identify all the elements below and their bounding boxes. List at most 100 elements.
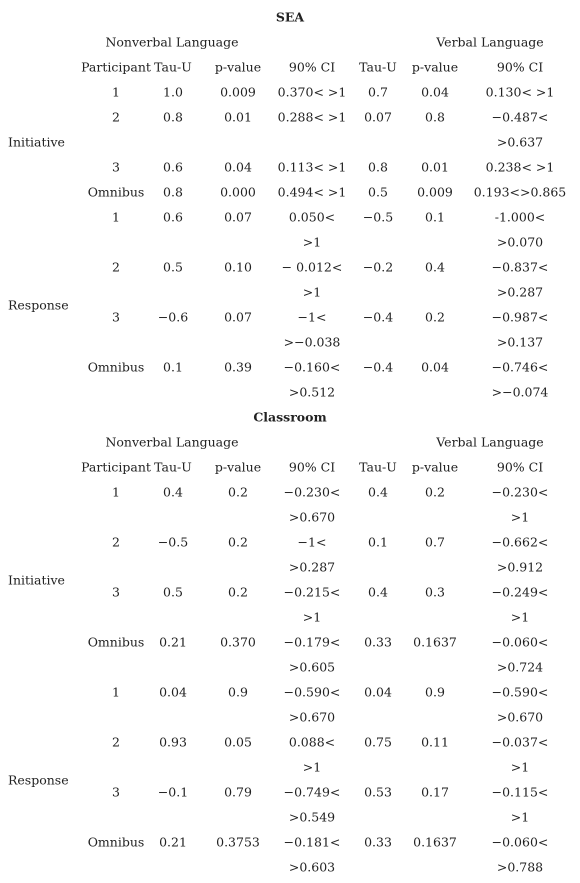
cell: 0.370 [220,634,256,650]
cell: 0.3753 [216,834,260,850]
column-header: Tau-U [154,59,192,75]
cell: 0.009 [220,84,256,100]
cell: 0.5 [163,584,183,600]
cell: >0.287 [288,559,336,575]
cell: 0.04 [421,84,449,100]
cell: 1.0 [163,84,183,100]
cell: 0.5 [368,184,388,200]
cell: 0.1 [425,209,445,225]
cell: 0.000 [220,184,256,200]
cell: >0.070 [496,234,544,250]
cell: −0.230< [283,484,341,500]
cell: 0.2 [425,309,445,325]
cell: 1 [112,484,120,500]
cell: −0.060< [491,634,549,650]
cell: −0.4 [362,359,394,375]
cell: −0.590< [491,684,549,700]
cell: 0.39 [224,359,252,375]
cell: −0.5 [157,534,189,550]
cell: 0.53 [364,784,392,800]
cell: >0.670 [496,709,544,725]
cell: −0.987< [491,309,549,325]
cell: −0.215< [283,584,341,600]
cell: −0.115< [491,784,549,800]
cell: >1 [302,284,322,300]
cell: −0.249< [491,584,549,600]
section-title: Classroom [253,409,327,425]
cell: >1 [510,759,530,775]
column-header: Tau-U [359,459,397,475]
cell: >0.287 [496,284,544,300]
cell: >0.724 [496,659,544,675]
group-header: Nonverbal Language [105,434,239,450]
column-header: 90% CI [496,59,544,75]
cell: 3 [112,784,120,800]
cell: −0.1 [157,784,189,800]
cell: 2 [112,534,120,550]
cell: 0.6 [163,159,183,175]
cell: 0.2 [228,484,248,500]
cell: 0.4 [368,584,388,600]
column-header: p-value [214,459,262,475]
cell: −0.746< [491,359,549,375]
column-header: p-value [411,459,459,475]
cell: −0.837< [491,259,549,275]
cell: −1< [297,309,327,325]
cell: 0.9 [425,684,445,700]
cell: 0.7 [425,534,445,550]
cell: -1.000< [494,209,546,225]
cell: 0.6 [163,209,183,225]
column-header: p-value [214,59,262,75]
section-title: SEA [275,9,305,25]
cell: 0.75 [364,734,392,750]
cell: 0.5 [163,259,183,275]
cell: 3 [112,584,120,600]
cell: 0.05 [224,734,252,750]
cell: 0.1637 [413,634,457,650]
cell: −0.662< [491,534,549,550]
cell: 0.8 [425,109,445,125]
cell: 1 [112,209,120,225]
cell: >0.788 [496,859,544,875]
cell: 0.494< >1 [277,184,347,200]
cell: Omnibus [87,359,145,375]
cell: 0.3 [425,584,445,600]
cell: 0.04 [224,159,252,175]
cell: 0.1 [163,359,183,375]
cell: −1< [297,534,327,550]
cell: >−0.038 [283,334,341,350]
column-header: 90% CI [496,459,544,475]
cell: 1 [112,684,120,700]
cell: −0.6 [157,309,189,325]
cell: 0.04 [159,684,187,700]
cell: >1 [510,609,530,625]
cell: 0.193<>0.865 [473,184,567,200]
cell: >0.912 [496,559,544,575]
cell: 0.130< >1 [485,84,555,100]
cell: 0.113< >1 [277,159,347,175]
cell: 2 [112,109,120,125]
cell: >0.137 [496,334,544,350]
cell: 0.93 [159,734,187,750]
cell: 0.79 [224,784,252,800]
cell: 0.07 [364,109,392,125]
row-group-label: Initiative [8,572,65,587]
cell: −0.5 [362,209,394,225]
cell: 0.4 [163,484,183,500]
cell: Omnibus [87,184,145,200]
cell: −0.749< [283,784,341,800]
cell: 0.10 [224,259,252,275]
cell: 2 [112,259,120,275]
column-header: 90% CI [288,459,336,475]
cell: Omnibus [87,834,145,850]
cell: >1 [302,759,322,775]
cell: 0.7 [368,84,388,100]
cell: 0.088< [288,734,336,750]
cell: >1 [510,809,530,825]
cell: >1 [302,609,322,625]
cell: 0.4 [368,484,388,500]
cell: 1 [112,84,120,100]
cell: >0.670 [288,509,336,525]
cell: −0.230< [491,484,549,500]
cell: >0.670 [288,709,336,725]
